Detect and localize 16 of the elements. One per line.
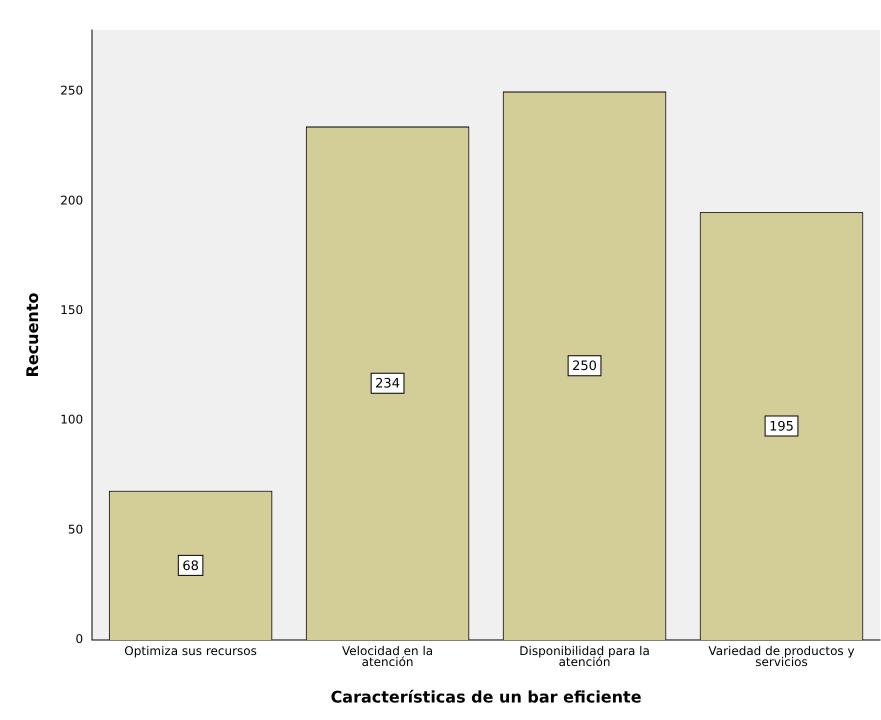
y-tick-label: 50 <box>68 522 84 536</box>
y-axis-title: Recuento <box>22 292 42 378</box>
x-axis-title: Características de un bar eficiente <box>330 688 642 707</box>
data-label: 234 <box>375 376 400 392</box>
x-tick-label: Variedad de productos y servicios <box>708 644 855 670</box>
data-label: 195 <box>769 419 794 434</box>
data-label: 68 <box>182 558 199 574</box>
y-tick-label: 200 <box>60 193 84 208</box>
y-tick-label: 250 <box>60 84 84 98</box>
x-tick-label: Optimiza sus recursos <box>124 644 257 658</box>
y-tick-label: 150 <box>60 302 84 317</box>
x-tick-label: Velocidad en la atención <box>342 644 434 670</box>
x-tick-label: Disponibilidad para la atención <box>519 644 650 670</box>
y-tick-label: 0 <box>75 632 84 646</box>
y-tick-label: 100 <box>60 412 84 427</box>
data-label: 250 <box>572 359 597 374</box>
